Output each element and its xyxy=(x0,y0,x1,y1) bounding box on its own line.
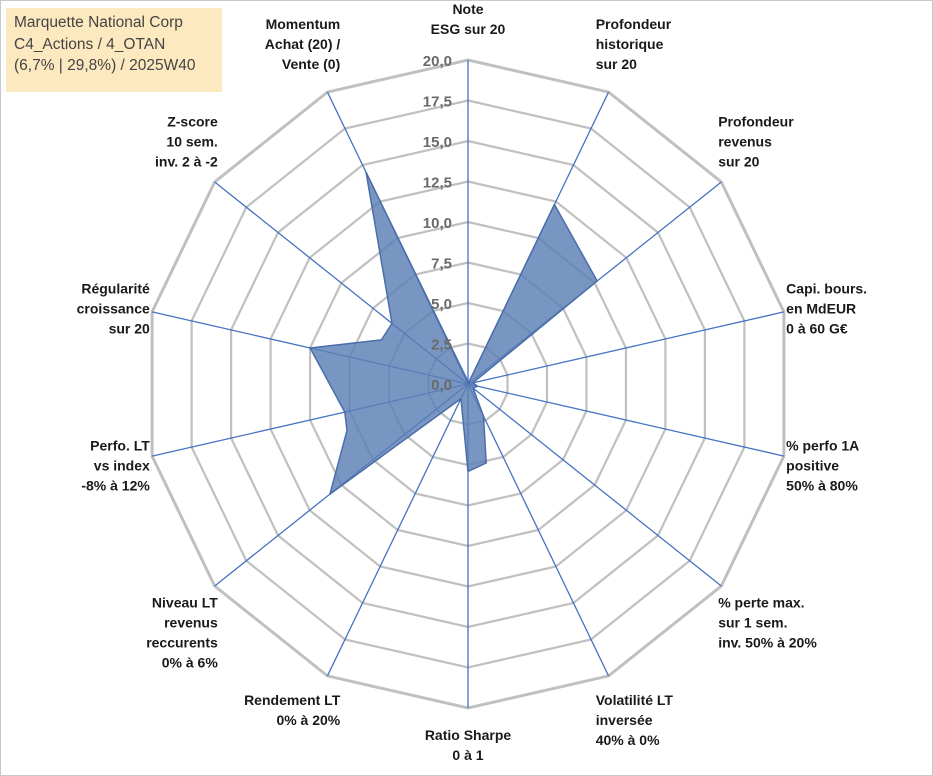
tick-label-0: 0,0 xyxy=(431,377,452,394)
spoke-5 xyxy=(467,383,722,587)
series-area xyxy=(309,171,598,495)
tick-label-3: 7,5 xyxy=(431,256,452,273)
title-line-stats: (6,7% | 29,8%) / 2025W40 xyxy=(14,57,196,74)
tick-label-4: 10,0 xyxy=(423,215,452,232)
tick-label-6: 15,0 xyxy=(423,134,452,151)
axis-label-9: Niveau LT revenus reccurents 0% à 6% xyxy=(146,594,218,670)
spoke-3 xyxy=(467,311,785,385)
axis-label-7: Ratio Sharpe 0 à 1 xyxy=(425,727,512,763)
tick-label-1: 2,5 xyxy=(431,337,452,354)
spoke-8 xyxy=(326,383,469,677)
axis-label-5: % perte max. sur 1 sem. inv. 50% à 20% xyxy=(718,594,817,650)
axis-label-8: Rendement LT 0% à 20% xyxy=(244,692,341,728)
tick-label-7: 17,5 xyxy=(423,94,452,111)
spoke-6 xyxy=(467,383,610,677)
axis-label-12: Z-score 10 sem. inv. 2 à -2 xyxy=(155,114,218,170)
radar-series xyxy=(309,171,598,495)
axis-label-4: % perfo 1A positive 50% à 80% xyxy=(786,437,859,493)
axis-label-1: Profondeur historique sur 20 xyxy=(596,16,672,72)
radar-tick-labels: 0,0 2,5 5,0 7,5 10,0 12,5 15,0 17,5 20,0 xyxy=(423,53,452,394)
axis-label-13: Momentum Achat (20) / Vente (0) xyxy=(265,16,341,72)
tick-label-5: 12,5 xyxy=(423,175,452,192)
tick-label-2: 5,0 xyxy=(431,296,452,313)
title-box: Marquette National Corp C4_Actions / 4_O… xyxy=(6,8,222,92)
axis-label-2: Profondeur revenus sur 20 xyxy=(718,114,794,170)
title-line-category: C4_Actions / 4_OTAN xyxy=(14,35,166,53)
axis-label-6: Volatilité LT inversée 40% à 0% xyxy=(596,692,674,748)
spoke-4 xyxy=(467,383,785,457)
axis-label-0: Note ESG sur 20 xyxy=(431,1,506,37)
title-line-company: Marquette National Corp xyxy=(14,14,183,31)
radar-axis-labels: Note ESG sur 20 Profondeur historique sur 20… xyxy=(77,1,867,763)
axis-label-3: Capi. bours. en MdEUR 0 à 60 G€ xyxy=(786,281,867,337)
tick-label-8: 20,0 xyxy=(423,53,452,70)
axis-label-11: Régularité croissance sur 20 xyxy=(77,281,150,337)
axis-label-10: Perfo. LT vs index -8% à 12% xyxy=(81,437,150,493)
